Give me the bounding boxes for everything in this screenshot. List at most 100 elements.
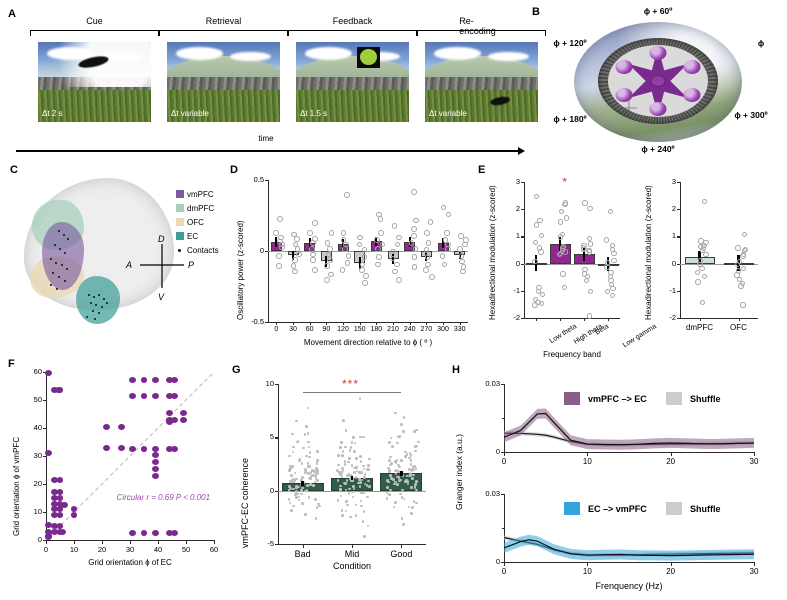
data-point	[539, 301, 544, 306]
y-tick	[521, 291, 525, 292]
y-tick-label: 2	[652, 204, 676, 213]
panel-a-scene: Δt 1.5 s	[296, 42, 409, 122]
data-point	[587, 206, 592, 211]
data-point	[388, 470, 391, 473]
x-tick-label: 120	[337, 326, 349, 333]
data-point	[402, 523, 405, 526]
x-tick-label: 50	[182, 545, 190, 554]
x-tick-label: 0	[274, 326, 278, 333]
y-tick-label: 0	[476, 447, 500, 456]
data-point	[296, 252, 302, 258]
data-point	[610, 293, 615, 298]
data-point	[410, 486, 413, 489]
data-point	[339, 446, 342, 449]
data-point	[312, 484, 315, 487]
y-tick	[677, 209, 681, 210]
orientation-cross-icon	[134, 236, 190, 294]
data-point	[345, 500, 348, 503]
data-point	[346, 504, 349, 507]
x-tick	[46, 540, 47, 544]
x-tick-label: 150	[354, 326, 366, 333]
panel-e-right-ylabel: Hexadirectional modulation (z-scored)	[644, 185, 653, 320]
y-tick-label: 10	[18, 507, 42, 516]
error-bar	[301, 481, 303, 486]
data-point	[307, 407, 310, 410]
panel-h-xlabel: Frenquency (Hz)	[595, 581, 662, 591]
orientation-label-dorsal: D	[158, 234, 165, 244]
data-point	[399, 479, 402, 482]
data-point	[394, 262, 400, 268]
data-point	[368, 485, 371, 488]
data-point	[446, 212, 452, 218]
arena-label-300: ɸ + 300º	[734, 110, 767, 120]
data-point	[308, 477, 311, 480]
data-point	[562, 202, 567, 207]
panel-f-xlabel: Grid orientation ɸ of EC	[88, 558, 172, 567]
data-point	[353, 467, 356, 470]
x-tick	[74, 540, 75, 544]
panel-f: F 0 10 20 30 40 50 60 0 10 20 30 40 50 60 Circular r =…	[4, 358, 228, 598]
x-axis-line	[504, 562, 754, 563]
data-point	[375, 246, 381, 252]
data-point	[376, 254, 382, 260]
data-point	[390, 437, 393, 440]
error-bar	[400, 471, 402, 475]
data-point	[339, 488, 342, 491]
x-tick-label: 180	[370, 326, 382, 333]
data-point	[288, 455, 291, 458]
y-tick-label: 0	[250, 486, 274, 495]
data-point	[363, 535, 366, 538]
data-point	[362, 465, 365, 468]
x-tick	[584, 318, 585, 321]
data-point	[355, 504, 358, 507]
x-tick-label: Mid	[345, 549, 360, 559]
y-tick-label: 1	[652, 231, 676, 240]
x-tick	[352, 544, 353, 548]
x-tick-label: 0	[44, 545, 48, 554]
data-point	[295, 486, 298, 489]
x-tick-label: 40	[154, 545, 162, 554]
data-point	[429, 274, 435, 280]
data-point	[306, 484, 309, 487]
x-tick-label: 10	[583, 457, 592, 466]
data-point	[351, 491, 354, 494]
data-point	[378, 216, 384, 222]
data-point	[412, 474, 415, 477]
data-point	[441, 205, 447, 211]
x-tick	[343, 322, 344, 325]
data-point	[360, 505, 363, 508]
data-point	[695, 270, 700, 275]
x-tick-label: 240	[404, 326, 416, 333]
panel-a-duration: Δt 2 s	[42, 109, 62, 118]
data-point	[353, 471, 356, 474]
y-tick	[677, 318, 681, 319]
panel-g-letter: G	[232, 364, 241, 376]
data-point	[411, 189, 417, 195]
data-point	[302, 447, 305, 450]
x-tick	[587, 452, 588, 456]
arena-label-180: ɸ + 180º	[553, 114, 586, 124]
panel-a-duration: Δt 1.5 s	[300, 109, 327, 118]
data-point	[317, 472, 320, 475]
scatter-point	[152, 473, 159, 479]
y-tick-label: 3	[652, 177, 676, 186]
data-point	[276, 263, 282, 269]
x-tick	[443, 322, 444, 325]
y-tick-label: 0	[652, 259, 676, 268]
data-point	[582, 200, 587, 205]
data-point	[294, 236, 300, 242]
data-point	[393, 506, 396, 509]
data-point	[360, 460, 363, 463]
data-point	[558, 219, 563, 224]
data-point	[357, 235, 363, 241]
arena-object-node	[650, 102, 667, 116]
panel-f-letter: F	[8, 358, 15, 370]
data-point	[362, 436, 365, 439]
data-point	[532, 302, 537, 307]
arena-label-120: ɸ + 120º	[553, 38, 586, 48]
data-point	[588, 289, 593, 294]
x-tick-label: 30	[750, 567, 759, 576]
data-point	[367, 464, 370, 467]
scatter-point	[180, 417, 187, 423]
data-point	[445, 246, 451, 252]
